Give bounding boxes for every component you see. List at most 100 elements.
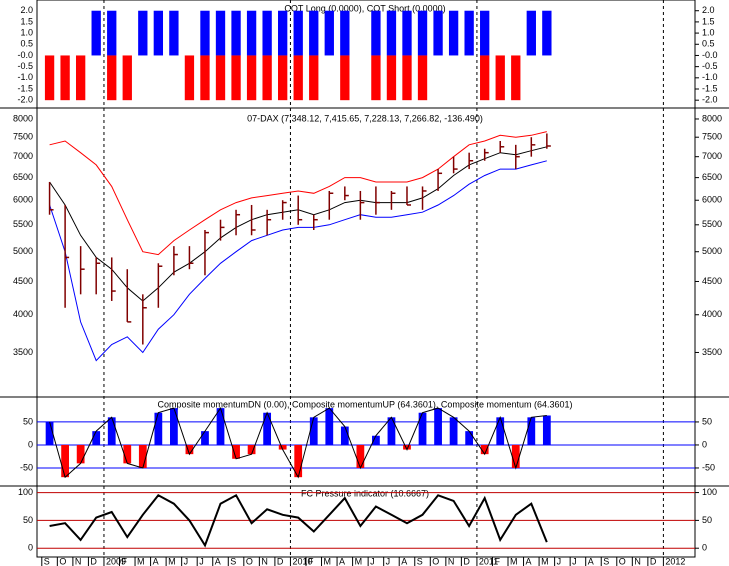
y-tick-label: 8000	[13, 113, 33, 123]
y-tick-label-right: -0.5	[702, 61, 718, 71]
bar	[386, 55, 397, 101]
y-tick-label: 7500	[13, 132, 33, 142]
bar	[92, 431, 101, 445]
bar	[107, 55, 117, 101]
bar	[434, 408, 442, 445]
y-tick-label: 6000	[13, 195, 33, 205]
bar	[480, 55, 490, 101]
bar	[511, 444, 520, 468]
bar	[309, 55, 319, 101]
y-tick-label: 3500	[13, 347, 33, 357]
x-tick-label: N	[75, 556, 82, 566]
bar	[247, 444, 256, 455]
bar	[138, 10, 148, 56]
y-tick-label-right: 1.0	[702, 27, 715, 37]
x-tick-label: O	[619, 556, 626, 566]
y-tick-label-right: 0.5	[702, 39, 715, 49]
y-tick-label: 0.5	[20, 39, 33, 49]
bar	[231, 10, 241, 56]
bar	[246, 10, 257, 56]
bar	[216, 408, 225, 445]
x-tick-label: A	[215, 556, 221, 566]
y-tick-label: 4500	[13, 276, 33, 286]
x-tick-label: M	[541, 556, 549, 566]
panel-title: Composite momentumDN (0.00), Composite m…	[157, 399, 572, 409]
bar	[262, 10, 272, 56]
x-tick-label: 2011	[479, 556, 498, 566]
y-tick-label: -0.5	[17, 61, 33, 71]
bar	[495, 55, 505, 101]
panel-title: COT Long (0.0000), COT Short (0.0000)	[284, 3, 445, 13]
bar	[324, 10, 334, 56]
y-tick-label: 1.0	[20, 27, 33, 37]
y-tick-label: 1.5	[20, 16, 33, 26]
x-tick-label: M	[355, 556, 363, 566]
x-tick-label: F	[494, 556, 500, 566]
bar	[325, 408, 334, 445]
y-tick-label-right: 1.5	[702, 16, 715, 26]
bar	[200, 55, 210, 101]
bar	[91, 10, 101, 56]
y-tick-label-right: 4500	[702, 276, 722, 286]
x-tick-label: S	[230, 556, 236, 566]
bar	[184, 55, 195, 101]
bar	[371, 55, 381, 101]
x-tick-label: D	[463, 556, 470, 566]
bar	[464, 10, 474, 56]
y-tick-label: -50	[20, 462, 33, 472]
y-tick-label-right: 3500	[702, 347, 722, 357]
x-tick-label: M	[168, 556, 176, 566]
y-tick-label: 0	[28, 543, 33, 553]
bar	[76, 444, 85, 464]
bar	[107, 417, 116, 445]
y-tick-label: 6500	[13, 172, 33, 182]
bar	[417, 55, 428, 101]
x-tick-label: M	[137, 556, 145, 566]
x-tick-label: 2012	[665, 556, 685, 566]
y-tick-label: 100	[18, 487, 33, 497]
bar	[294, 444, 303, 478]
x-tick-label: D	[650, 556, 657, 566]
bar	[309, 10, 319, 56]
bar	[232, 444, 240, 459]
bar	[44, 55, 55, 101]
y-tick-label-right: -1.5	[702, 83, 718, 93]
x-tick-label: S	[603, 556, 609, 566]
bar	[278, 55, 288, 101]
y-tick-label-right: 6000	[702, 195, 722, 205]
bar	[309, 417, 318, 445]
y-tick-label-right: 50	[702, 515, 712, 525]
x-tick-label: A	[339, 556, 345, 566]
y-tick-label-right: 50	[702, 416, 712, 426]
y-tick-label-right: -1.0	[702, 72, 718, 82]
bar	[448, 10, 459, 56]
x-tick-label: A	[526, 556, 532, 566]
bar	[60, 55, 70, 101]
x-tick-label: J	[370, 556, 375, 566]
y-tick-label: 50	[23, 416, 33, 426]
momentum-line	[49, 406, 547, 479]
x-tick-label: O	[59, 556, 66, 566]
y-tick-label: 50	[23, 515, 33, 525]
bar	[169, 10, 179, 56]
y-tick-label-right: -50	[702, 462, 715, 472]
y-tick-label-right: -2.0	[702, 95, 718, 105]
bar	[542, 10, 552, 56]
x-tick-label: D	[90, 556, 97, 566]
y-tick-label: 5500	[13, 219, 33, 229]
bar	[402, 55, 412, 101]
x-tick-label: 2010	[292, 556, 312, 566]
y-tick-label-right: 7500	[702, 132, 722, 142]
bar	[340, 426, 349, 445]
x-tick-label: O	[432, 556, 439, 566]
x-tick-label: F	[308, 556, 314, 566]
x-tick-label: A	[153, 556, 159, 566]
bar	[45, 421, 54, 445]
x-tick-label: N	[448, 556, 455, 566]
bar	[340, 55, 350, 101]
y-tick-label: 4000	[13, 309, 33, 319]
x-tick-label: D	[277, 556, 284, 566]
bar	[153, 10, 164, 56]
bar	[263, 412, 272, 445]
bar	[170, 408, 178, 445]
